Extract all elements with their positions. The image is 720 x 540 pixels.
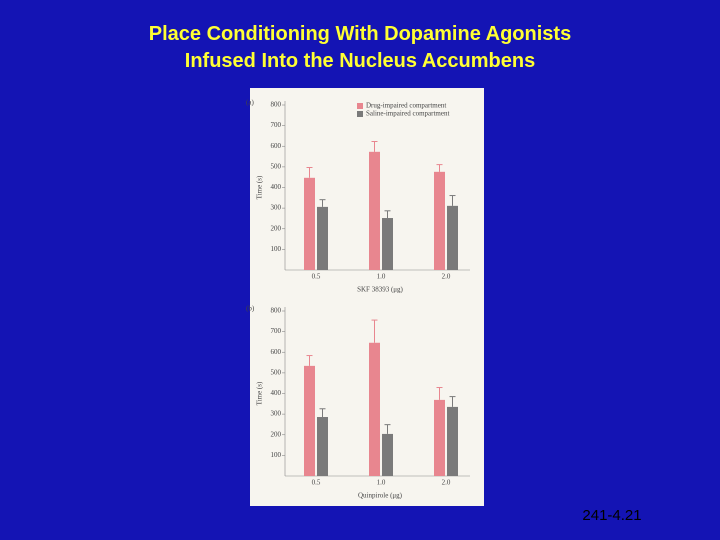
x-axis-label: SKF 38393 (μg)	[357, 286, 403, 294]
x-tick-label: 2.0	[442, 273, 451, 281]
panel-label: (a)	[246, 99, 254, 107]
x-tick-label: 2.0	[442, 479, 451, 487]
legend-swatch	[357, 111, 363, 117]
y-tick-label: 800	[271, 307, 282, 315]
bar	[304, 365, 315, 476]
y-tick-label: 600	[271, 348, 282, 356]
y-tick-label: 200	[271, 430, 282, 438]
bar	[317, 206, 328, 270]
legend-label: Drug-impaired compartment	[366, 102, 446, 110]
x-tick-label: 1.0	[377, 273, 386, 281]
y-tick-label: 500	[271, 368, 282, 376]
x-tick-label: 0.5	[312, 273, 321, 281]
slide-title: Place Conditioning With Dopamine Agonist…	[149, 23, 571, 45]
y-tick-label: 700	[271, 327, 282, 335]
y-tick-label: 700	[271, 121, 282, 129]
x-axis-label: Quinpirole (μg)	[358, 492, 403, 500]
bar	[317, 417, 328, 476]
bar	[382, 433, 393, 476]
y-tick-label: 500	[271, 162, 282, 170]
y-tick-label: 200	[271, 224, 282, 232]
x-tick-label: 1.0	[377, 479, 386, 487]
slide-title: Infused Into the Nucleus Accumbens	[185, 50, 535, 72]
y-tick-label: 300	[271, 204, 282, 212]
y-tick-label: 600	[271, 142, 282, 150]
y-tick-label: 100	[271, 451, 282, 459]
y-tick-label: 800	[271, 101, 282, 109]
bar	[304, 177, 315, 270]
bar	[369, 342, 380, 476]
bar	[434, 399, 445, 476]
bar	[382, 218, 393, 270]
bar	[447, 205, 458, 270]
bar	[434, 171, 445, 270]
y-tick-label: 300	[271, 410, 282, 418]
bar	[447, 406, 458, 476]
footer: 241-4.21	[582, 507, 641, 524]
panel-label: (b)	[246, 305, 255, 313]
legend-swatch	[357, 103, 363, 109]
legend-label: Saline-impaired compartment	[366, 110, 449, 118]
y-axis-label: Time (s)	[256, 381, 264, 405]
x-tick-label: 0.5	[312, 479, 321, 487]
y-tick-label: 400	[271, 389, 282, 397]
bar	[369, 151, 380, 270]
y-axis-label: Time (s)	[256, 175, 264, 199]
y-tick-label: 400	[271, 183, 282, 191]
y-tick-label: 100	[271, 245, 282, 253]
